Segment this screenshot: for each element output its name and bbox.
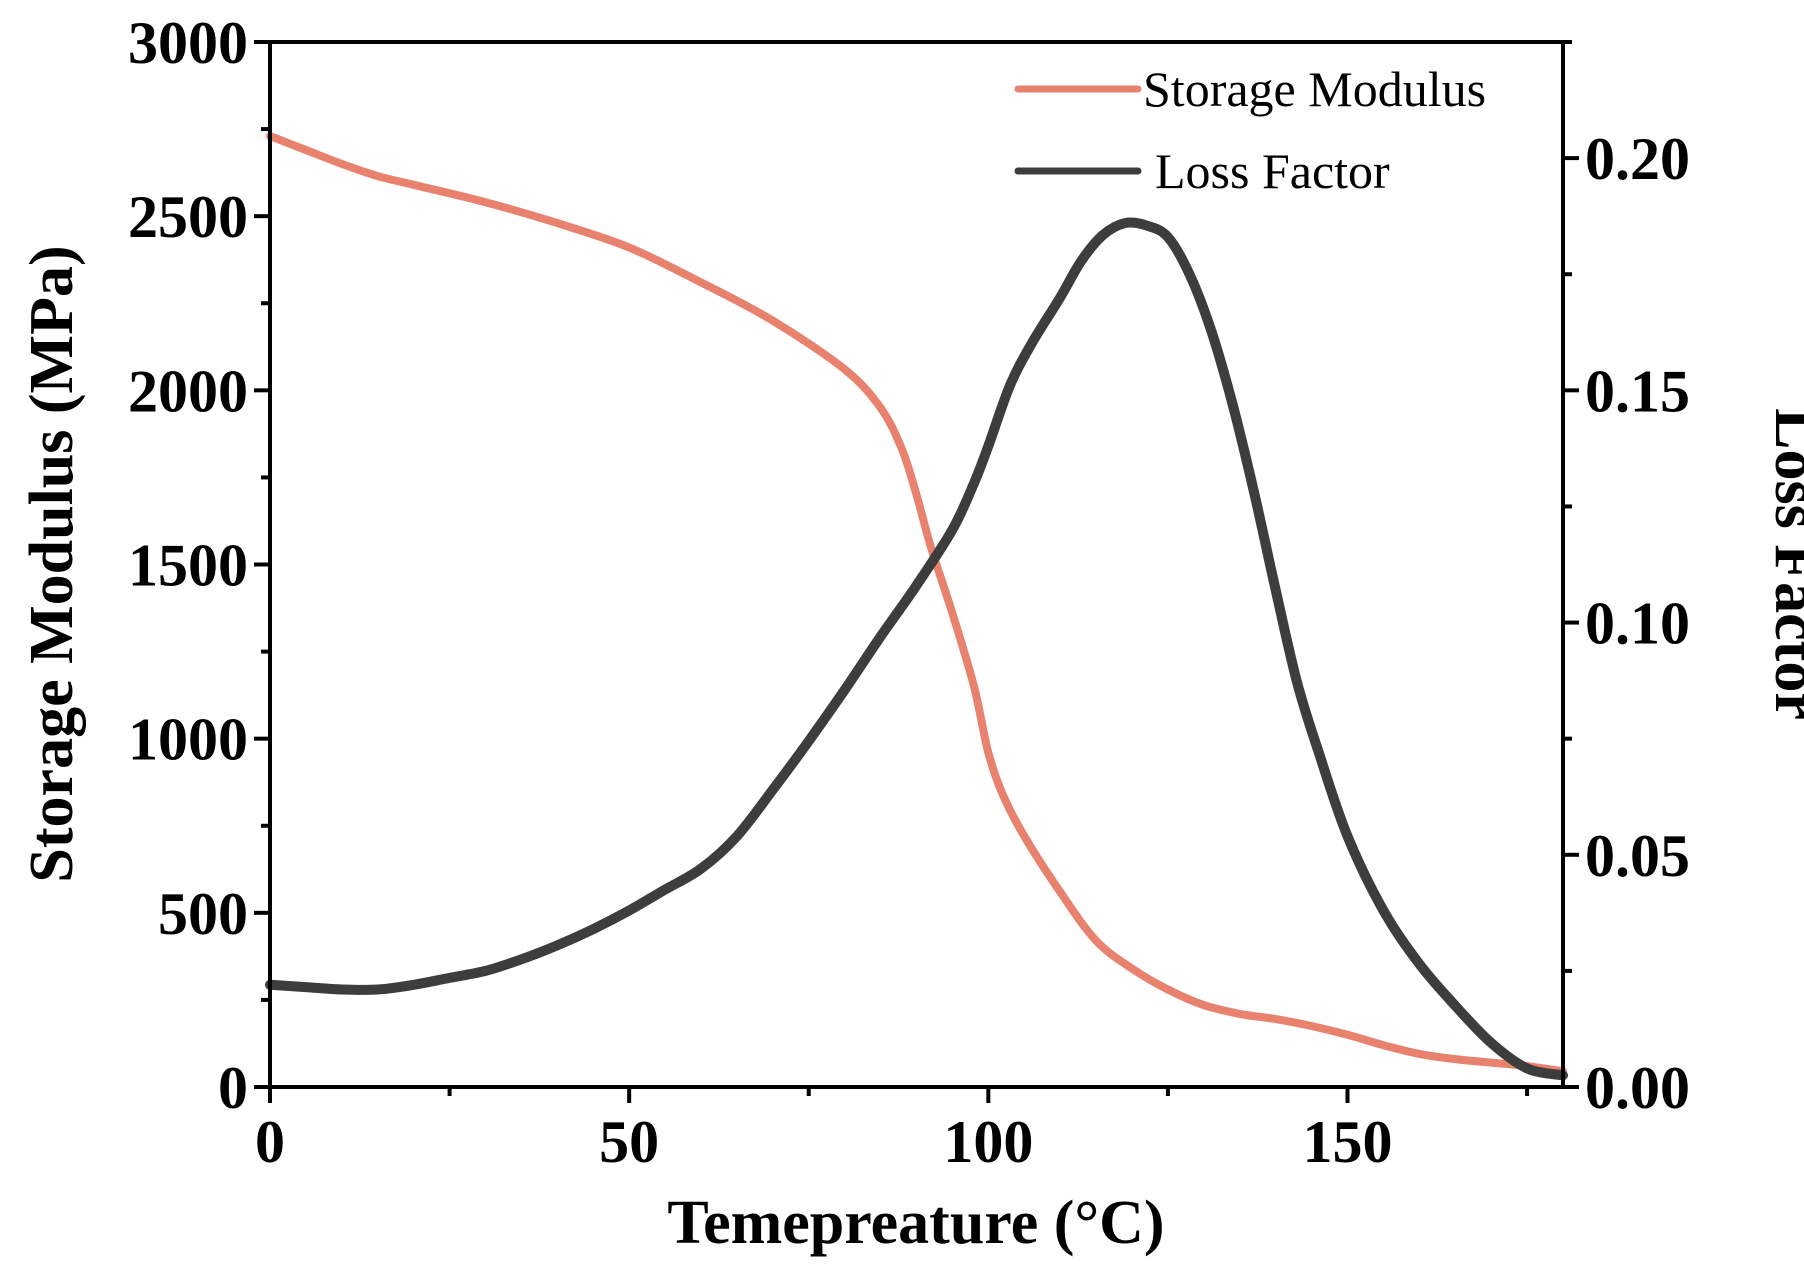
y-tick-label: 2000: [128, 358, 248, 424]
y-axis-title: Storage Modulus (MPa): [18, 245, 86, 882]
x-axis-title: Temepreature (°C): [667, 1189, 1164, 1257]
y-tick-label: 3000: [128, 10, 248, 76]
y-tick-label: 500: [158, 881, 248, 947]
legend-label-loss-factor: Loss Factor: [1155, 143, 1390, 199]
y-tick-label: 1000: [128, 707, 248, 773]
y2-axis-title: Loss Factor: [1762, 408, 1804, 720]
series-line-loss-factor: [265, 217, 1568, 1081]
x-tick-label: 100: [943, 1109, 1033, 1175]
legend-label-storage-modulus: Storage Modulus: [1143, 61, 1486, 117]
y2-tick-label: 0.05: [1585, 823, 1690, 889]
series-layer: [265, 132, 1568, 1081]
y2-tick-label: 0.15: [1585, 358, 1690, 424]
y2-tick-label: 0.10: [1585, 591, 1690, 657]
series-line-storage-modulus: [266, 132, 1567, 1076]
plot-frame: [268, 40, 1565, 1089]
legend: Storage Modulus Loss Factor: [1014, 61, 1486, 199]
ticks-layer: 0 50 100 1500500100015002000250030000.000.0…: [128, 10, 1690, 1175]
y-tick-label: 2500: [128, 184, 248, 250]
y2-tick-label: 0.00: [1585, 1055, 1690, 1121]
x-tick-label: 50: [599, 1109, 659, 1175]
y-tick-label: 0: [218, 1055, 248, 1121]
x-tick-label: 0: [255, 1109, 285, 1175]
y-tick-label: 1500: [128, 533, 248, 599]
y2-tick-label: 0.20: [1585, 126, 1690, 192]
x-tick-label: 150: [1303, 1109, 1393, 1175]
